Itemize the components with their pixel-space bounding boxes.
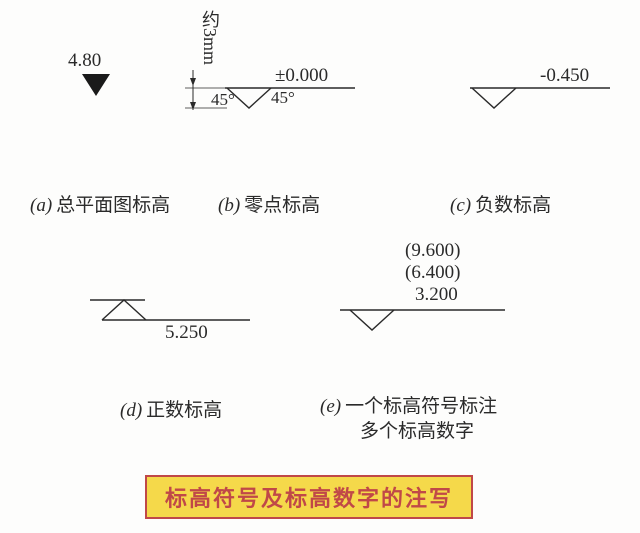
caption-b-letter: (b) (218, 195, 240, 216)
caption-e-text-1: 一个标高符号标注 (345, 396, 497, 417)
filled-triangle-a (82, 74, 112, 98)
caption-c: (c) 负数标高 (450, 190, 551, 217)
value-b: ±0.000 (275, 65, 328, 87)
value-d: 5.250 (165, 322, 208, 344)
caption-a-letter: (a) (30, 195, 52, 216)
value-c: -0.450 (540, 65, 589, 87)
diagram-title: 标高符号及标高数字的注写 (145, 475, 473, 519)
angle-left-b: 45° (211, 90, 235, 110)
caption-c-letter: (c) (450, 195, 471, 216)
caption-d-text: 正数标高 (146, 400, 222, 421)
example-b: 约3mm 45° 45° ±0.000 (175, 10, 375, 150)
value-e-0: (9.600) (405, 240, 460, 262)
svg-e (330, 302, 530, 342)
caption-d-letter: (d) (120, 400, 142, 421)
caption-e-text-2: 多个标高数字 (360, 420, 497, 445)
svg-c (440, 60, 620, 110)
caption-b-text: 零点标高 (244, 195, 320, 216)
caption-e: (e) 一个标高符号标注 多个标高数字 (320, 395, 497, 444)
caption-a: (a) 总平面图标高 (30, 190, 170, 217)
caption-b: (b) 零点标高 (218, 190, 320, 217)
angle-right-b: 45° (271, 88, 295, 108)
value-e-1: (6.400) (405, 262, 460, 284)
caption-d: (d) 正数标高 (120, 395, 222, 422)
caption-e-letter: (e) (320, 396, 341, 417)
caption-a-text: 总平面图标高 (56, 195, 170, 216)
caption-c-text: 负数标高 (475, 195, 551, 216)
value-a: 4.80 (68, 50, 101, 72)
